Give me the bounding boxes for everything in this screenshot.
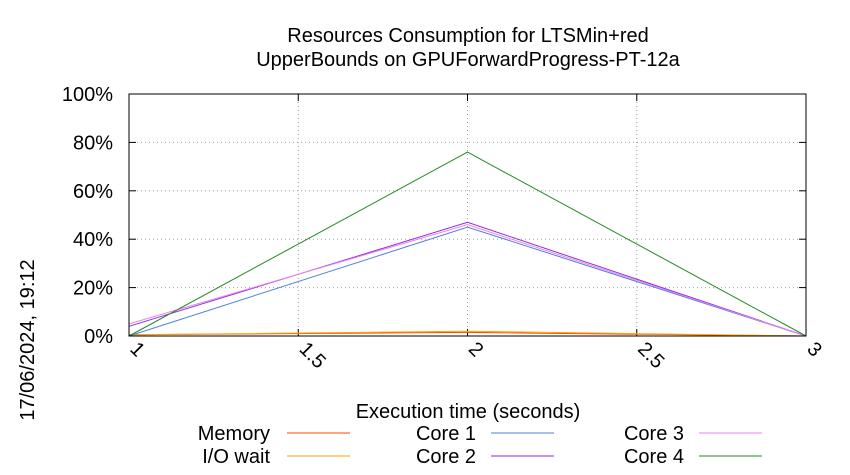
x-axis-label: Execution time (seconds) (356, 401, 581, 423)
plot-frame (128, 93, 807, 337)
timestamp: 17/06/2024, 19:12 (17, 259, 39, 420)
x-tick-label: 2 (464, 338, 487, 361)
series-line-core-4 (128, 151, 807, 337)
series-line-i-o-wait (128, 330, 807, 337)
legend-label-memory: Memory (198, 423, 270, 445)
legend-label-core-1: Core 1 (416, 423, 476, 445)
y-tick-label: 20% (73, 278, 113, 300)
chart-title-line-2: UpperBounds on GPUForwardProgress-PT-12a (256, 49, 680, 71)
series-line-core-1 (128, 226, 807, 337)
x-tick-label: 1 (125, 338, 148, 361)
series-line-core-3 (128, 224, 807, 337)
series-lines (128, 151, 807, 337)
x-tick-label: 2.5 (633, 338, 668, 373)
y-tick-label: 40% (73, 229, 113, 251)
grid (128, 93, 807, 337)
legend-label-core-2: Core 2 (416, 446, 476, 468)
legend-label-core-4: Core 4 (624, 446, 684, 468)
legend-label-core-3: Core 3 (624, 423, 684, 445)
y-tick-label: 100% (62, 84, 113, 106)
x-tick-label: 1.5 (295, 338, 330, 373)
y-tick-label: 80% (73, 132, 113, 154)
legend-label-i-o-wait: I/O wait (202, 446, 270, 468)
chart-title-line-1: Resources Consumption for LTSMin+red (287, 25, 648, 47)
x-tick-label: 3 (802, 338, 825, 361)
y-tick-label: 0% (84, 326, 113, 348)
y-axis-ticks: 0% 20% 40% 60% 80% 100% (62, 84, 806, 348)
series-line-core-2 (128, 221, 807, 337)
y-tick-label: 60% (73, 181, 113, 203)
